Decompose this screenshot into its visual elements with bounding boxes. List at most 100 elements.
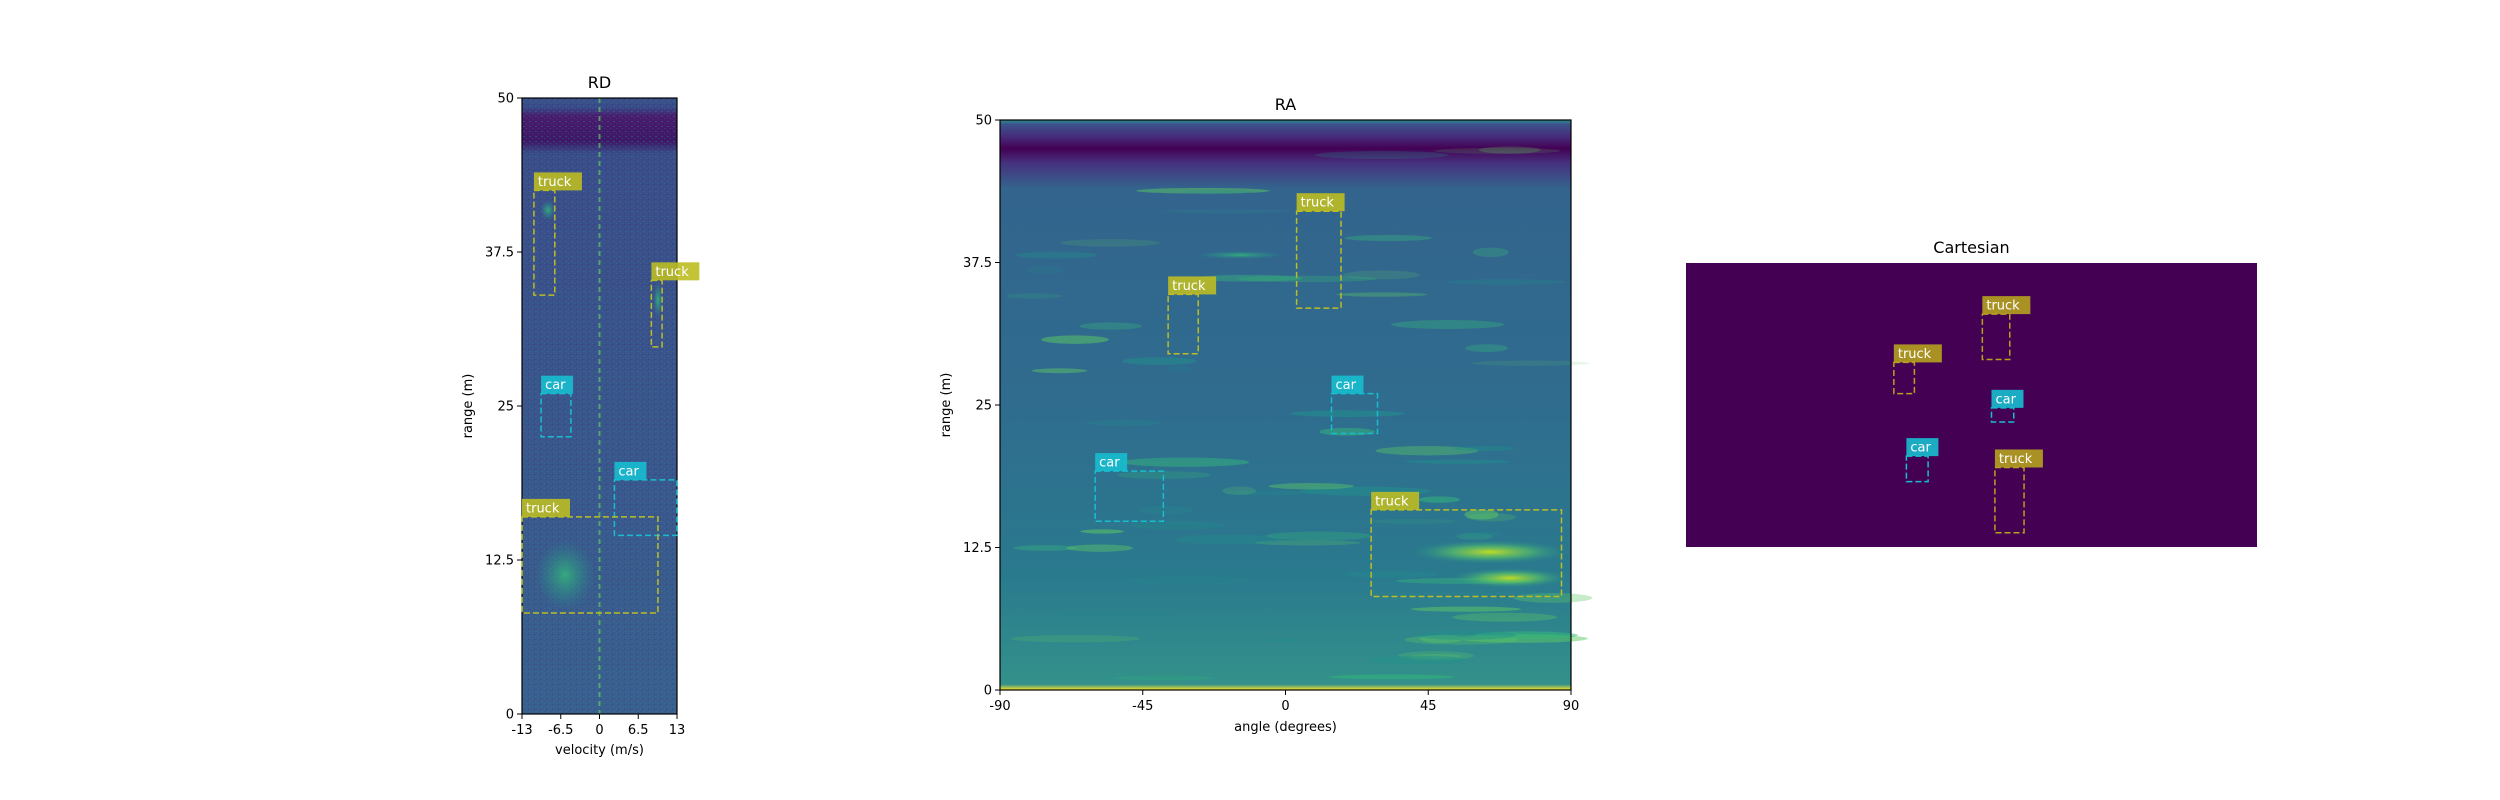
ra-streak	[1060, 239, 1160, 247]
detection-label-bg	[522, 498, 570, 517]
ra-streak	[1452, 612, 1558, 622]
ra-streak	[1066, 544, 1134, 552]
ra-streak	[1319, 427, 1375, 436]
rd-return-blob	[535, 540, 595, 610]
ra-panel: truck truck car car truck -90 -45 0 45 90 0 12.5 25…	[939, 95, 1593, 735]
rd-return-blob	[653, 282, 663, 318]
detection-car: car	[1905, 438, 1939, 483]
ra-streak	[1404, 459, 1512, 464]
ra-streak	[1163, 366, 1194, 372]
ra-xlabel: angle (degrees)	[1234, 720, 1337, 735]
ra-streak	[1136, 187, 1270, 194]
ra-streak	[1464, 509, 1499, 520]
ra-streak	[1120, 457, 1250, 467]
ra-streak	[1289, 410, 1405, 417]
detection-car: car	[1330, 375, 1379, 435]
detection-box	[1094, 470, 1165, 523]
ra-streak	[1013, 545, 1077, 551]
ra-xtick-label: 90	[1563, 699, 1580, 714]
ra-streak	[1124, 576, 1255, 586]
ra-streak	[1010, 635, 1140, 643]
ra-title: RA	[1275, 95, 1296, 114]
ra-streak	[1130, 520, 1226, 530]
rd-xlabel: velocity (m/s)	[555, 743, 644, 758]
detection-label: truck	[1375, 494, 1409, 509]
ra-streak	[1174, 534, 1284, 545]
ra-streak	[1138, 505, 1193, 515]
rd-title: RD	[588, 73, 611, 92]
ra-streak	[1194, 274, 1303, 282]
detection-label-bg	[533, 172, 582, 191]
ra-streak	[1416, 630, 1516, 640]
ra-streak	[1454, 446, 1515, 452]
ra-xtick-label: -45	[1132, 699, 1153, 714]
ra-streak	[1080, 529, 1125, 534]
ra-streak	[1409, 653, 1463, 659]
detection-car: car	[1990, 389, 2024, 423]
detection-truck: truck	[650, 262, 700, 348]
ra-streak	[1397, 651, 1474, 661]
detection-label-bg	[1296, 193, 1345, 212]
rd-ytick-label: 50	[497, 92, 514, 107]
ra-ytick-label: 37.5	[963, 256, 992, 271]
detection-label-bg	[1095, 453, 1128, 472]
ra-streak	[1467, 531, 1502, 536]
detection-label: car	[1910, 441, 1931, 456]
ra-streak	[1513, 593, 1593, 603]
rd-panel: truck truck car car truck -13 -6.5 0 6.5 13 0 12.5…	[461, 73, 700, 758]
cartesian-heatmap	[1686, 263, 2257, 547]
detection-label: car	[545, 378, 566, 393]
ra-streak	[1344, 571, 1438, 578]
rd-xtick-label: -6.5	[548, 723, 573, 738]
detection-label: car	[1995, 392, 2016, 407]
ra-streak	[1472, 360, 1590, 366]
rd-ytick-label: 0	[506, 708, 514, 723]
ra-streak	[1411, 606, 1522, 612]
detection-label: car	[1099, 456, 1120, 471]
detection-truck: truck	[1167, 276, 1217, 355]
ra-return-blob	[1410, 540, 1570, 564]
ra-streak	[1237, 275, 1377, 283]
ra-streak	[1005, 293, 1063, 299]
detection-truck: truck	[1994, 449, 2043, 534]
ra-streak	[1028, 265, 1064, 275]
detection-label: truck	[1986, 299, 2020, 314]
ra-streak	[1264, 638, 1308, 643]
ra-xtick-label: -90	[989, 699, 1010, 714]
ra-streak	[1391, 320, 1505, 329]
detection-label: car	[1335, 378, 1356, 393]
ra-streak	[1445, 279, 1566, 285]
detection-label: car	[618, 464, 639, 479]
detection-label: truck	[526, 501, 560, 516]
ra-streak	[1328, 674, 1455, 680]
ra-streak	[1222, 486, 1256, 495]
rd-ytick-label: 25	[497, 400, 514, 415]
ra-ylabel: range (m)	[939, 373, 954, 438]
detection-box	[521, 516, 659, 614]
detection-label: truck	[1898, 347, 1932, 362]
detection-label: truck	[1301, 196, 1335, 211]
ra-streak	[1122, 357, 1197, 365]
ra-xtick-label: 45	[1420, 699, 1437, 714]
ra-ytick-label: 12.5	[963, 541, 992, 556]
ra-streak	[1254, 540, 1361, 546]
rd-ytick-label: 37.5	[485, 246, 514, 261]
ra-streak	[1265, 531, 1373, 541]
rd-ytick-label: 12.5	[485, 554, 514, 569]
detection-label-bg	[1331, 375, 1364, 394]
detection-truck: truck	[1370, 491, 1563, 598]
ra-streak	[1375, 446, 1479, 456]
ra-streak	[1342, 270, 1421, 280]
detection-box	[1370, 509, 1563, 598]
detection-label-bg	[1893, 344, 1942, 363]
ra-ytick-label: 25	[975, 399, 992, 414]
ra-streak	[1314, 151, 1449, 160]
detection-label: truck	[1172, 279, 1206, 294]
ra-heatmap-streaks	[1005, 146, 1593, 681]
detection-label-bg	[541, 375, 574, 394]
detection-label: truck	[655, 265, 689, 280]
ra-streak	[1114, 675, 1214, 681]
detection-truck: truck	[521, 498, 659, 614]
rd-ylabel: range (m)	[461, 374, 476, 439]
